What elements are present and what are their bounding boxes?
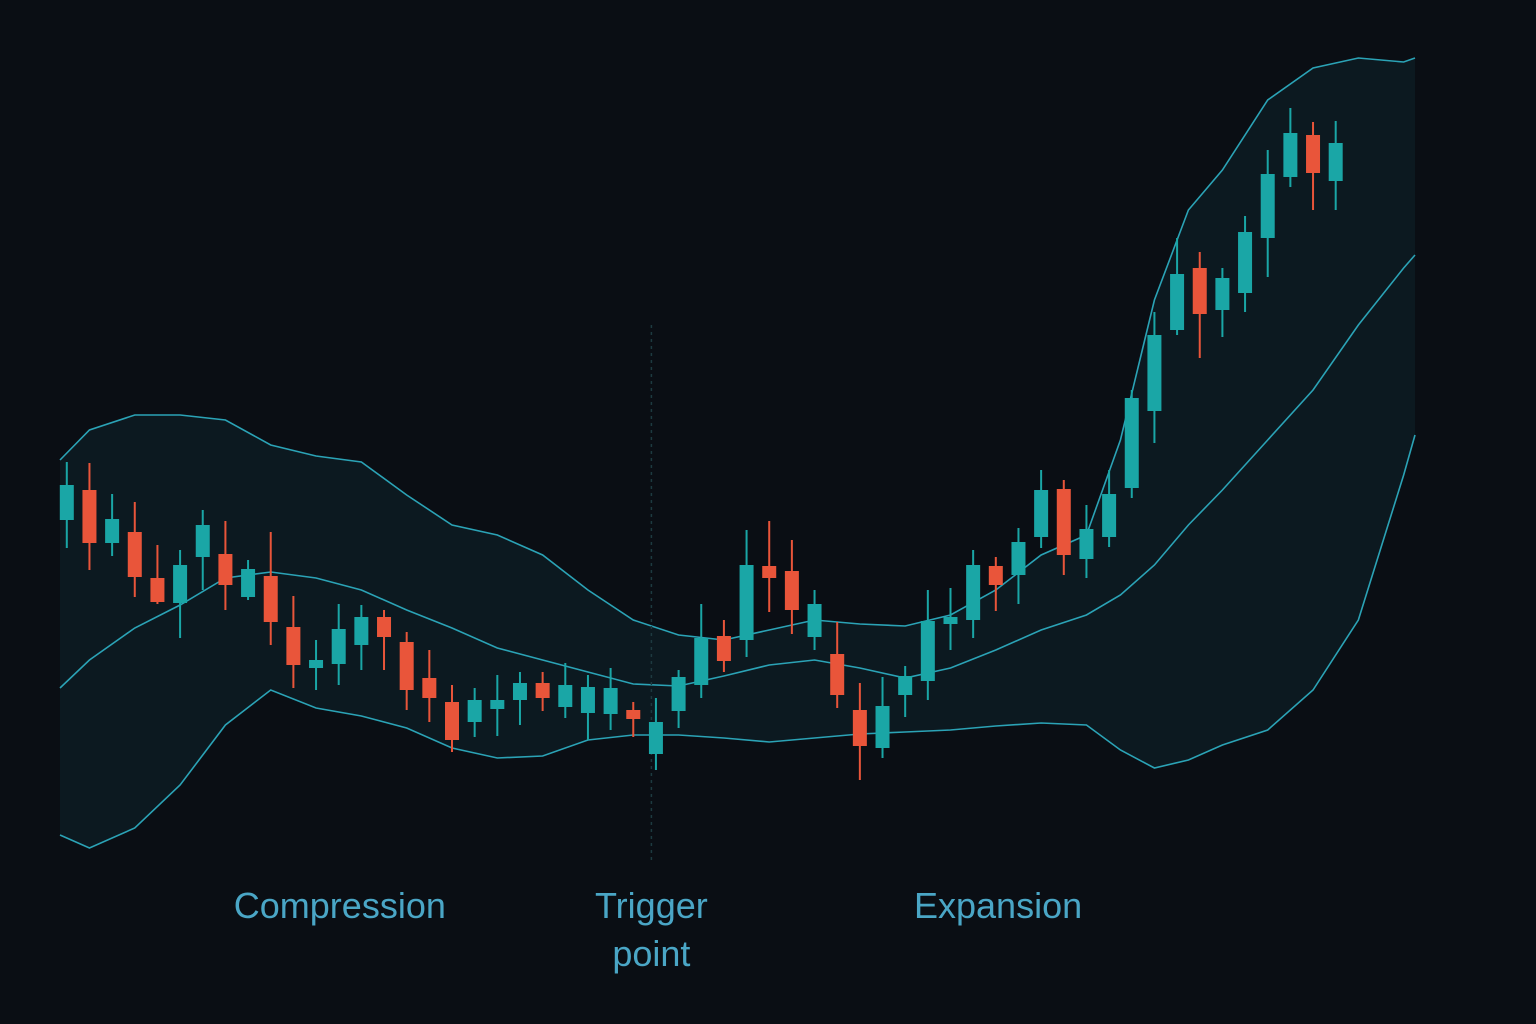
candle-body [648, 722, 663, 754]
candle-body [580, 687, 595, 713]
band-middle [59, 254, 1416, 689]
candle-body [898, 676, 913, 695]
candle-body [399, 642, 414, 690]
candle-body [1079, 529, 1094, 559]
candle-body [354, 617, 369, 645]
candle-body [739, 565, 754, 640]
candle-body [150, 578, 165, 602]
candle-body [603, 688, 618, 714]
candle-body [784, 571, 799, 610]
band-upper [59, 57, 1416, 641]
candle-body [807, 604, 822, 637]
candle-body [1056, 489, 1071, 555]
candle-body [127, 532, 142, 577]
candle-body [490, 700, 505, 709]
annotation: Compression [233, 885, 446, 926]
candle-body [558, 685, 573, 707]
candle-body [1102, 494, 1117, 537]
candle-body [512, 683, 527, 700]
candle-body [1328, 143, 1343, 181]
annotation: Expansion [914, 885, 1083, 926]
candle-body [1011, 542, 1026, 575]
candle-body [1034, 490, 1049, 537]
candle-body [105, 519, 120, 543]
candle-body [830, 654, 845, 695]
candle-body [1306, 135, 1321, 173]
candle-body [943, 617, 958, 624]
candle-body [286, 627, 301, 665]
candle-body [716, 636, 731, 661]
candle-body [694, 638, 709, 685]
candle-body [444, 702, 459, 740]
candle-body [173, 565, 188, 603]
annotation: Trigger point [595, 885, 708, 974]
candle-body [467, 700, 482, 722]
candle-body [422, 678, 437, 698]
candle-body [875, 706, 890, 748]
candle-body [920, 621, 935, 681]
candle-body [309, 660, 324, 668]
candle-body [1238, 232, 1253, 293]
candle-body [263, 576, 278, 622]
candle-body [218, 554, 233, 585]
candle-body [966, 565, 981, 620]
candle-body [626, 710, 641, 719]
candle-body [671, 677, 686, 711]
candle-body [1147, 335, 1162, 411]
candle-body [1215, 278, 1230, 310]
candle-body [82, 490, 97, 543]
candle-body [762, 566, 777, 578]
candle-body [852, 710, 867, 746]
candle-body [535, 683, 550, 698]
candle-body [988, 566, 1003, 585]
candle-body [1283, 133, 1298, 177]
candle-body [195, 525, 210, 557]
band-lower [59, 434, 1416, 849]
band-area [60, 58, 1415, 848]
candle-body [1192, 268, 1207, 314]
candle-body [241, 569, 256, 597]
candle-body [59, 485, 74, 520]
candle-body [331, 629, 346, 664]
candle-body [377, 617, 392, 637]
candle-body [1170, 274, 1185, 330]
candle-body [1124, 398, 1139, 488]
candle-body [1260, 174, 1275, 238]
